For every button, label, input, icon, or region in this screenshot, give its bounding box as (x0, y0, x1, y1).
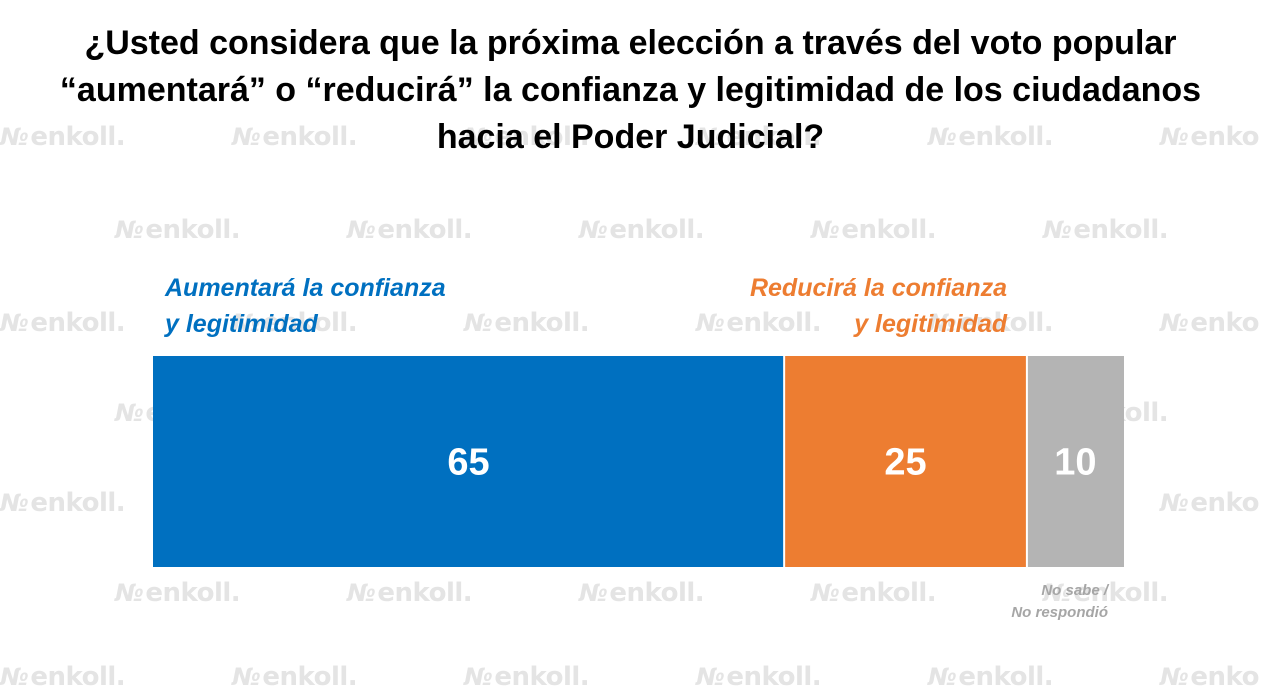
category-label-aumentara: Aumentará la confianza y legitimidad (165, 270, 446, 342)
title-line-1: ¿Usted considera que la próxima elección… (84, 24, 1177, 62)
chart-title: ¿Usted considera que la próxima elección… (30, 20, 1231, 161)
category-label-aumentara-line-1: Aumentará la confianza (165, 274, 446, 302)
category-label-no-sabe-line-1: No sabe / (1041, 582, 1108, 599)
data-label-reducira: 25 (884, 442, 926, 484)
bar-segment-aumentara (153, 356, 785, 567)
category-label-no-sabe: No sabe / No respondió (960, 580, 1108, 624)
data-label-aumentara: 65 (447, 442, 489, 484)
data-label-no-sabe: 10 (1054, 442, 1096, 484)
bar-segment-no-sabe (1026, 356, 1124, 567)
category-label-reducira: Reducirá la confianza y legitimidad (700, 270, 1007, 342)
category-label-reducira-line-1: Reducirá la confianza (749, 274, 1007, 302)
category-label-no-sabe-line-2: No respondió (1011, 604, 1108, 621)
category-label-reducira-line-2: y legitimidad (854, 310, 1007, 338)
bar-segment-reducira (784, 356, 1027, 567)
title-line-2: “aumentará” o “reducirá” la confianza y … (59, 71, 1202, 109)
category-label-aumentara-line-2: y legitimidad (165, 310, 318, 338)
title-line-3: hacia el Poder Judicial? (436, 118, 825, 156)
